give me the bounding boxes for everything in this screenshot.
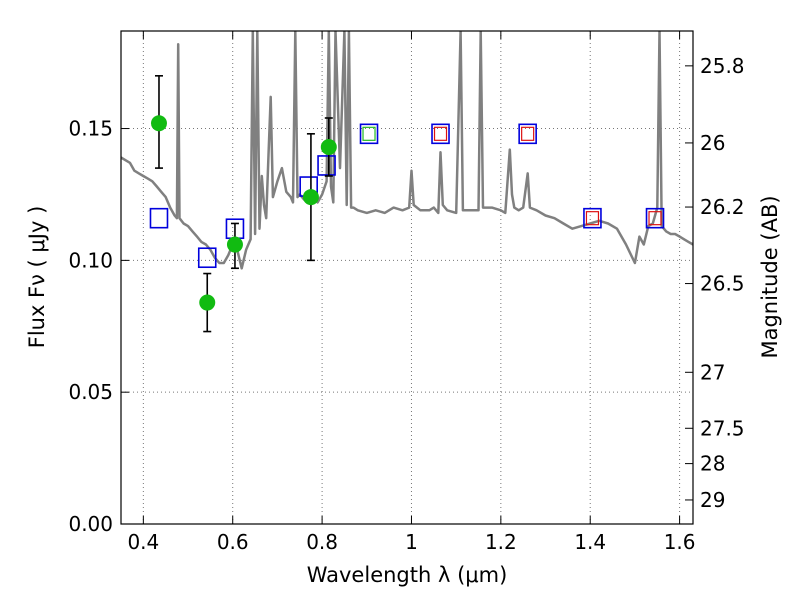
y-tick-label: 0.00 [68, 512, 113, 536]
y2-axis-label: Magnitude (AB) [758, 195, 782, 358]
y-tick-label: 0.10 [68, 248, 113, 272]
model-square [583, 207, 602, 229]
y-tick-label: 0.05 [68, 380, 113, 404]
inner-square [585, 211, 600, 226]
mag-tick-label: 29 [700, 488, 725, 512]
inner-square [648, 211, 662, 226]
mag-tick-label: 27 [700, 360, 725, 384]
model-square [149, 207, 169, 229]
plot-frame [120, 30, 694, 525]
x-tick-label: 1.6 [664, 530, 696, 554]
x-tick-label: 0.4 [127, 530, 159, 554]
mag-tick-label: 27.5 [700, 416, 745, 440]
mag-tick-label: 28 [700, 452, 725, 476]
x-tick-label: 1.4 [574, 530, 606, 554]
model-square [317, 155, 336, 176]
x-tick-label: 0.8 [306, 530, 338, 554]
axis-ticks: 0.4 0.6 0.8 1 1.2 1.4 1.6 0.00 0.05 0.10 0.15 25.8 2… [68, 31, 745, 554]
observed-point [150, 115, 167, 132]
x-axis-label: Wavelength λ (μm) [307, 563, 508, 587]
data-markers [149, 75, 665, 333]
observed-point [302, 189, 319, 206]
model-square [197, 247, 217, 269]
observed-point [199, 294, 216, 311]
mag-tick-label: 25.8 [700, 54, 745, 78]
mag-tick-label: 26.5 [700, 272, 745, 296]
inner-square [521, 126, 535, 141]
mag-tick-label: 26 [700, 131, 725, 155]
model-square [359, 123, 379, 145]
observed-point [226, 236, 243, 253]
x-tick-label: 0.6 [217, 530, 249, 554]
inner-square [433, 126, 448, 141]
mag-tick-label: 26.2 [700, 195, 745, 219]
x-tick-label: 1.2 [485, 530, 517, 554]
model-spectrum-line [121, 31, 693, 270]
y-axis-label: Flux Fν ( μJy ) [25, 206, 49, 349]
grid-lines [121, 31, 693, 524]
observed-point [320, 139, 337, 155]
model-square [645, 207, 665, 229]
model-square [431, 123, 450, 145]
y-tick-label: 0.15 [68, 117, 113, 141]
inner-square [362, 126, 376, 141]
x-tick-label: 1 [405, 530, 418, 554]
plot-area [121, 31, 693, 270]
model-square [518, 123, 537, 145]
